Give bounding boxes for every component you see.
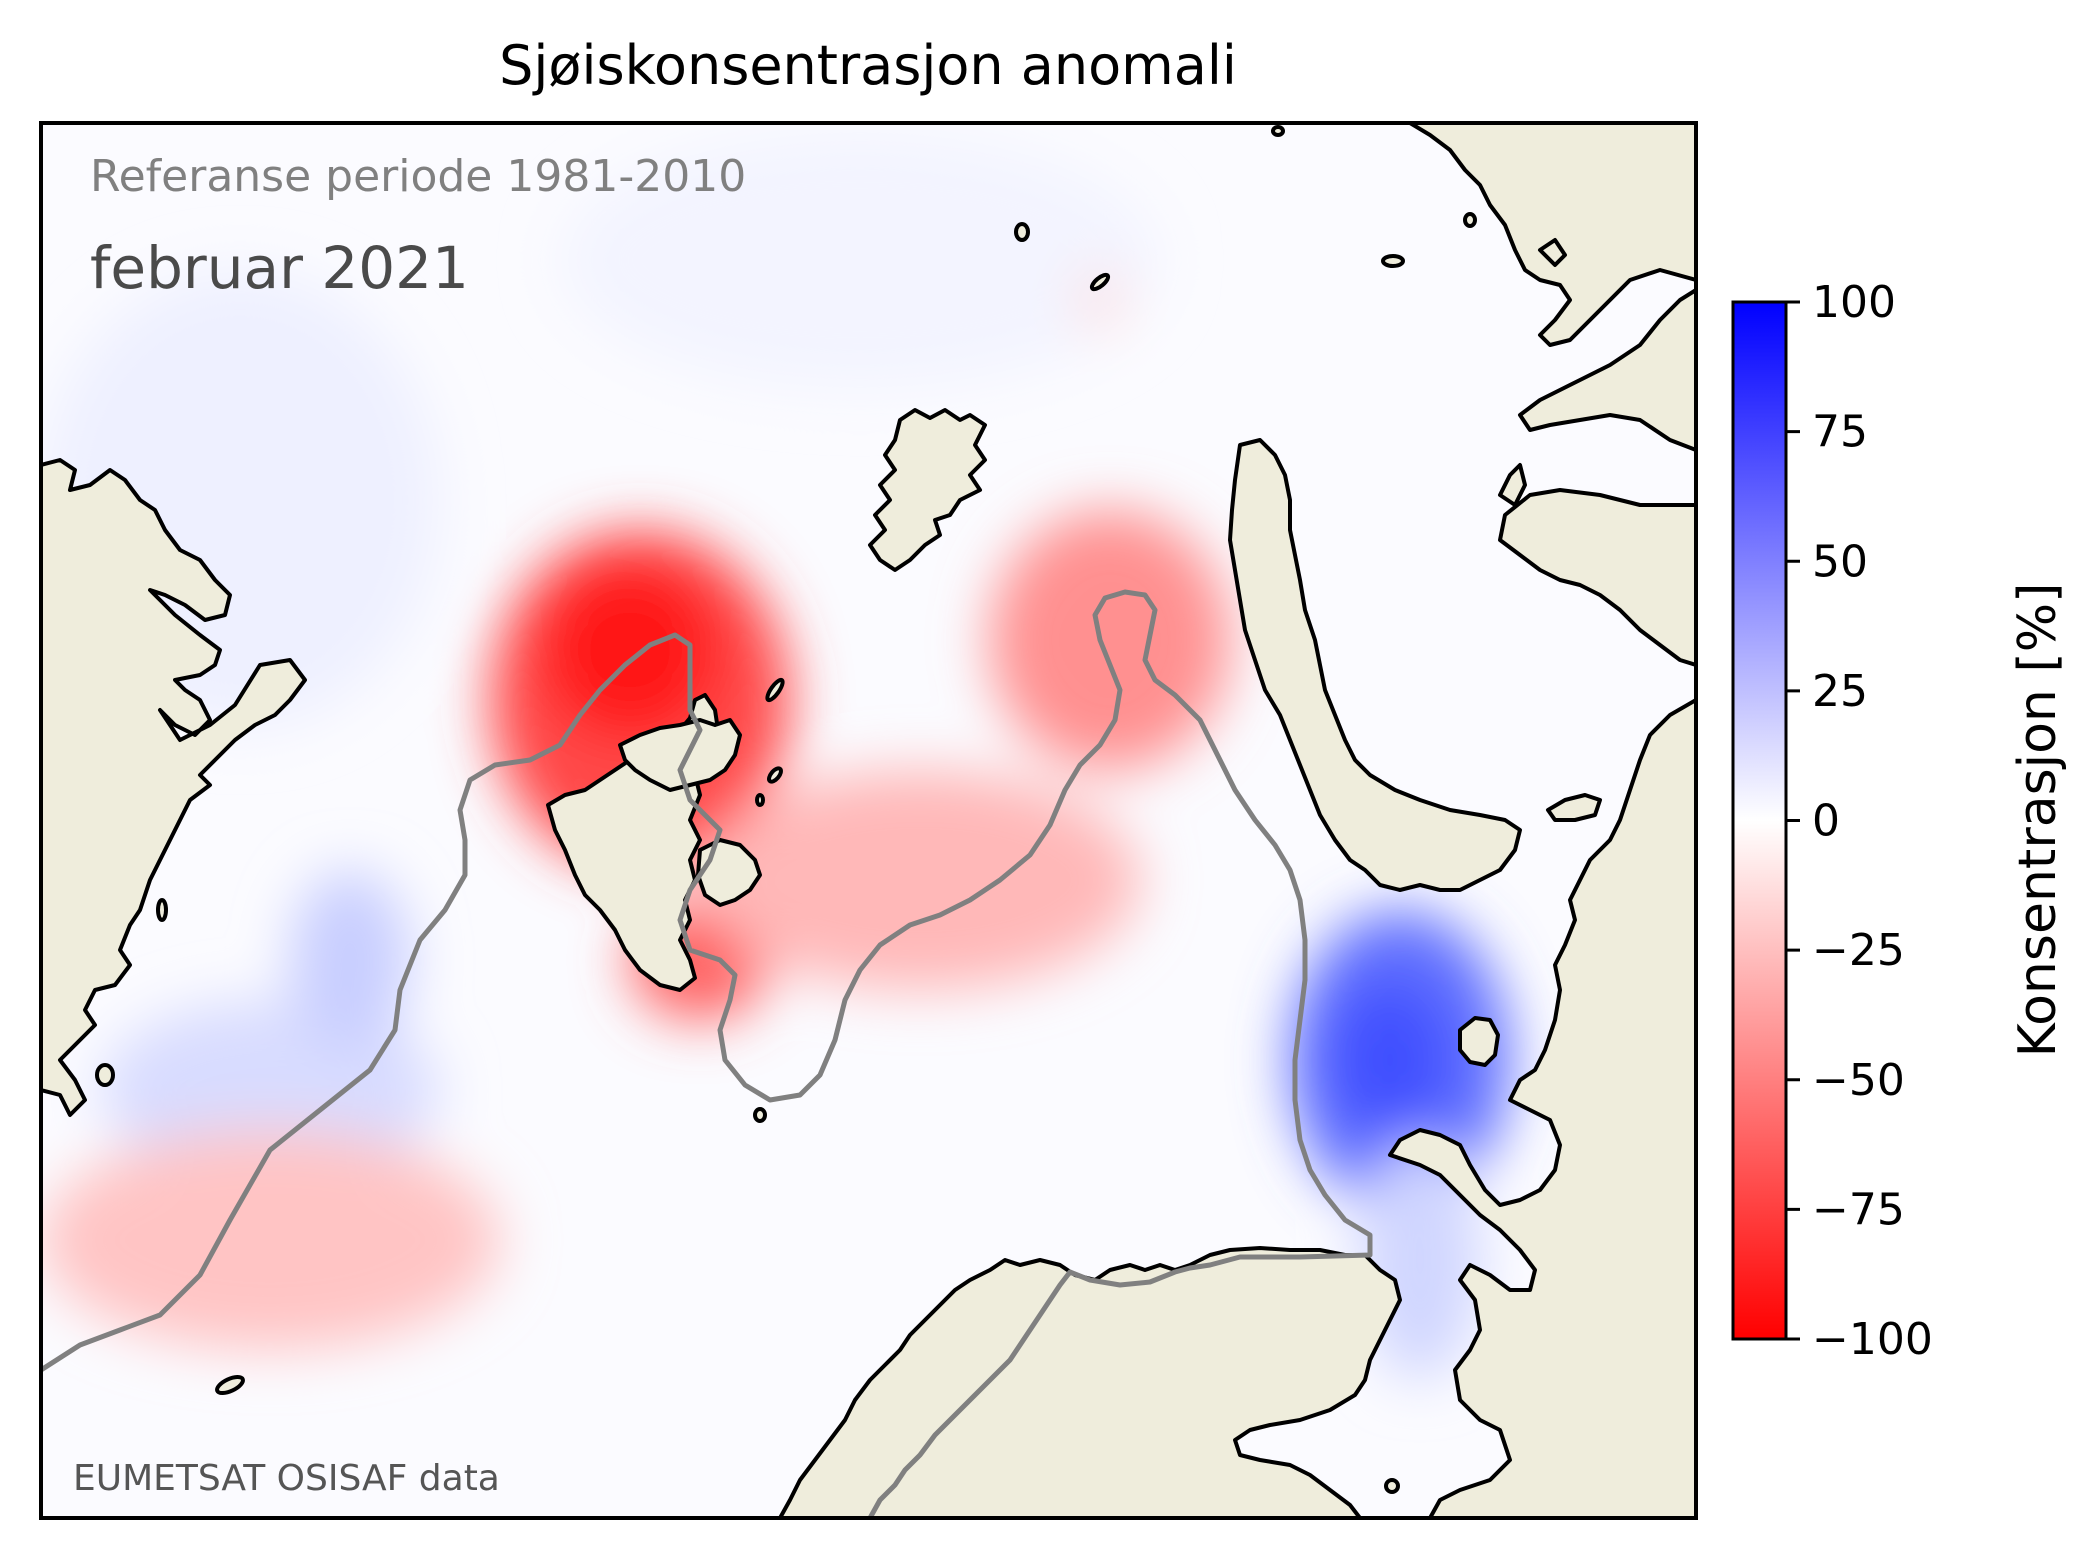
colorbar-tick-label: −25	[1812, 925, 1905, 976]
anomaly-red-franz-josef	[990, 510, 1230, 770]
island-kvitoya	[765, 677, 785, 703]
colorbar-tick-label: 50	[1812, 536, 1868, 587]
yamal-siberia-south	[1388, 698, 1696, 1518]
reference-period-label: Referanse periode 1981-2010	[90, 151, 746, 202]
vaygach-kolguev	[1458, 1016, 1500, 1067]
map-panel	[41, 123, 1696, 1518]
colorbar-tick-label: 0	[1812, 796, 1840, 847]
small-islands	[95, 125, 1477, 1494]
island-north-3	[1271, 125, 1285, 137]
franz-josef-land	[868, 408, 987, 572]
island-north-1	[1014, 222, 1030, 242]
island-siberian-2	[1463, 212, 1477, 228]
svalbard-nordaustlandet	[618, 718, 742, 792]
island-hopen	[755, 793, 765, 807]
island-siberian-1	[1381, 254, 1405, 268]
ice-edge-contour	[41, 589, 1373, 1518]
siberia-peninsula	[1498, 463, 1527, 507]
island-kong-karls	[767, 766, 783, 784]
anomaly-pale-blue-north	[560, 130, 1160, 390]
russia-scandinavia-mainland	[778, 1246, 1402, 1518]
colorbar: 100 75 50 25 0 −25 −50 −75 −100 Konsentrasjon [%…	[1731, 277, 2068, 1365]
colorbar-ticks: 100 75 50 25 0 −25 −50 −75 −100	[1786, 277, 1933, 1365]
colorbar-tick-label: 25	[1812, 666, 1868, 717]
island-jan-mayen	[215, 1374, 245, 1396]
anomaly-field	[41, 130, 1510, 1380]
island-greenland-1	[156, 898, 168, 922]
colorbar-tick-label: 75	[1812, 407, 1868, 458]
island-pechora	[1384, 1478, 1400, 1494]
island-north-2	[1089, 272, 1111, 292]
colorbar-tick-label: 100	[1812, 277, 1896, 328]
anomaly-blue-kara-core	[1330, 980, 1450, 1140]
anomaly-blue-east-greenland	[290, 870, 410, 1050]
severnaya-zemlya-small	[1538, 238, 1567, 267]
anomaly-red-barents	[700, 770, 1140, 990]
map-frame	[39, 121, 1698, 1520]
colorbar-gradient	[1731, 300, 1788, 1341]
anomaly-red-svalbard-core	[540, 560, 720, 740]
colorbar-label: Konsentrasjon [%]	[2008, 583, 2068, 1058]
map-title: Sjøiskonsentrasjon anomali	[499, 34, 1237, 97]
taymyr-siberia-north	[1408, 123, 1696, 667]
anomaly-red-norwegian-sea	[41, 1130, 500, 1350]
greenland	[41, 458, 307, 1117]
kolguev-island	[1546, 793, 1602, 822]
island-bear	[753, 1107, 767, 1123]
month-label: februar 2021	[90, 234, 469, 302]
source-credit: EUMETSAT OSISAF data	[73, 1458, 500, 1499]
land-masses	[41, 123, 1696, 1518]
anomaly-red-franzjosef-north	[1080, 270, 1120, 330]
island-greenland-2	[95, 1063, 115, 1087]
colorbar-tick-label: −100	[1812, 1314, 1933, 1365]
colorbar-tick-label: −50	[1812, 1055, 1905, 1106]
colorbar-tick-label: −75	[1812, 1184, 1905, 1235]
novaya-zemlya	[1228, 438, 1522, 892]
